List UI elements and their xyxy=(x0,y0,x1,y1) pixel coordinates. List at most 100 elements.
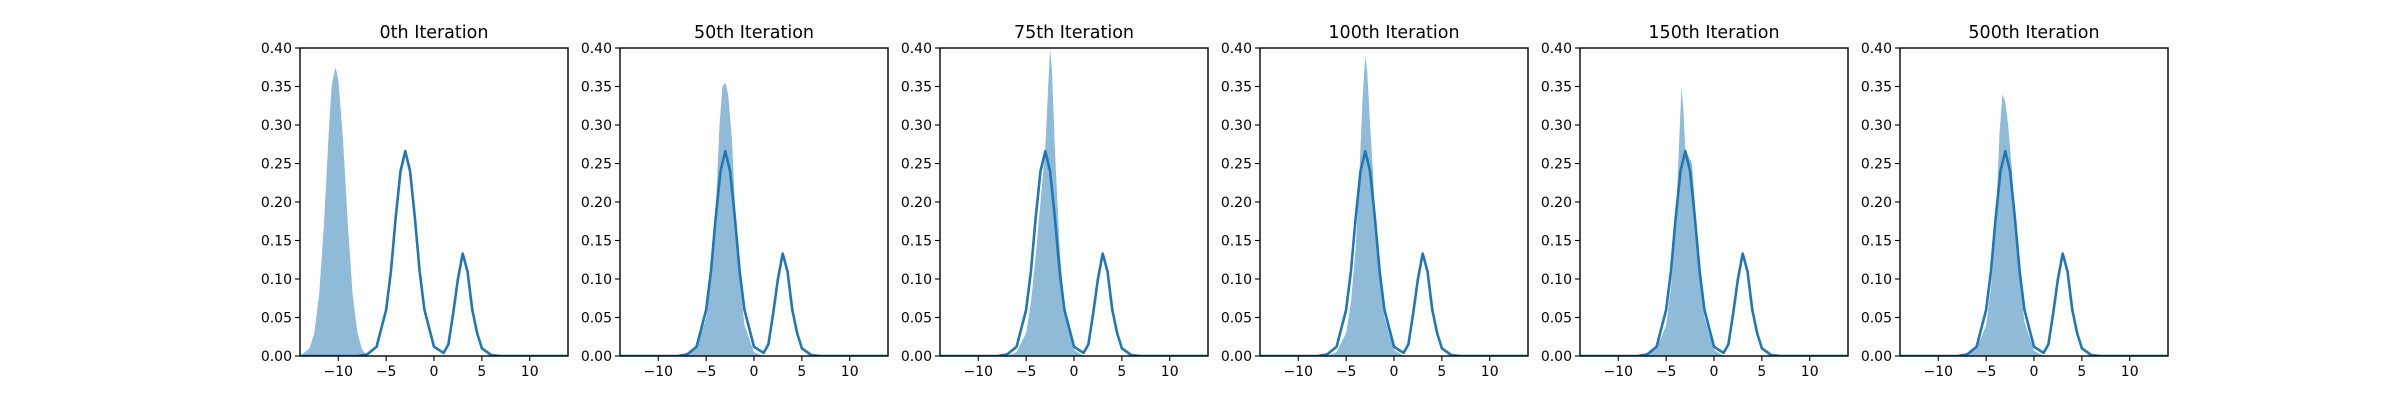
panel-title: 50th Iteration xyxy=(694,23,814,43)
plot-area xyxy=(940,48,1208,356)
panel-title: 100th Iteration xyxy=(1328,23,1459,43)
panel-2: −10 −5 0 5 10 0.00 0.05 0.10 0.15 0.20 0.25 0.30 0.3… xyxy=(581,23,889,380)
filled-density-area xyxy=(940,48,1208,356)
y-tick-label: 0.25 xyxy=(1861,157,1892,173)
y-tick-label: 0.40 xyxy=(261,41,292,57)
y-tick-label: 0.05 xyxy=(581,311,612,327)
y-tick-label: 0.35 xyxy=(1861,80,1892,96)
panel-title: 0th Iteration xyxy=(380,23,489,43)
x-tick-label: 10 xyxy=(2121,364,2139,380)
y-tick-label: 0.05 xyxy=(1221,311,1252,327)
y-tick-label: 0.35 xyxy=(901,80,932,96)
y-tick-label: 0.00 xyxy=(581,349,612,365)
y-tick-label: 0.40 xyxy=(901,41,932,57)
plot-area xyxy=(620,82,888,356)
panel-5: −10 −5 0 5 10 0.00 0.05 0.10 0.15 0.20 0.25 0.30 0.3… xyxy=(1541,23,1849,380)
y-tick-label: 0.05 xyxy=(901,311,932,327)
x-tick-label: −10 xyxy=(1284,364,1314,380)
filled-density-area xyxy=(1900,94,2168,356)
filled-density-area xyxy=(300,67,367,356)
y-tick-label: 0.05 xyxy=(1541,311,1572,327)
y-tick-label: 0.05 xyxy=(1861,311,1892,327)
y-tick-label: 0.25 xyxy=(261,157,292,173)
y-tick-label: 0.15 xyxy=(1221,234,1252,250)
y-tick-label: 0.05 xyxy=(261,311,292,327)
y-tick-label: 0.00 xyxy=(1541,349,1572,365)
x-tick-label: −5 xyxy=(1016,364,1037,380)
x-tick-label: −10 xyxy=(1924,364,1954,380)
x-tick-label: −10 xyxy=(324,364,354,380)
y-tick-label: 0.10 xyxy=(1541,272,1572,288)
y-tick-label: 0.40 xyxy=(1541,41,1572,57)
x-tick-label: −10 xyxy=(964,364,994,380)
y-tick-label: 0.00 xyxy=(261,349,292,365)
y-tick-label: 0.40 xyxy=(1221,41,1252,57)
target-density-line xyxy=(940,149,1208,356)
axes-frame xyxy=(619,47,889,357)
plot-area xyxy=(1580,86,1848,356)
filled-density-area xyxy=(620,82,888,356)
x-tick-label: 0 xyxy=(1390,364,1399,380)
panel-4: −10 −5 0 5 10 0.00 0.05 0.10 0.15 0.20 0.25 0.30 0.3… xyxy=(1221,23,1529,380)
plot-area xyxy=(1900,94,2168,356)
x-tick-label: 5 xyxy=(1117,364,1126,380)
y-tick-label: 0.40 xyxy=(581,41,612,57)
y-tick-label: 0.00 xyxy=(1861,349,1892,365)
axes-frame xyxy=(1579,47,1849,357)
y-tick-label: 0.15 xyxy=(1861,234,1892,250)
y-tick-label: 0.35 xyxy=(1221,80,1252,96)
y-tick-label: 0.20 xyxy=(901,195,932,211)
x-tick-label: −5 xyxy=(1336,364,1357,380)
axes-frame xyxy=(939,47,1209,357)
axes-frame xyxy=(1899,47,2169,357)
y-tick-label: 0.40 xyxy=(1861,41,1892,57)
target-density-line xyxy=(300,149,568,356)
y-tick-label: 0.30 xyxy=(1861,118,1892,134)
y-tick-label: 0.30 xyxy=(901,118,932,134)
filled-density-area xyxy=(1260,55,1528,356)
y-tick-label: 0.25 xyxy=(901,157,932,173)
y-tick-label: 0.35 xyxy=(1541,80,1572,96)
filled-density-area xyxy=(1580,86,1848,356)
y-tick-label: 0.25 xyxy=(1221,157,1252,173)
x-tick-label: 0 xyxy=(2030,364,2039,380)
y-tick-label: 0.00 xyxy=(1221,349,1252,365)
x-tick-label: −10 xyxy=(644,364,674,380)
x-tick-label: 5 xyxy=(1437,364,1446,380)
x-tick-label: 5 xyxy=(797,364,806,380)
y-tick-label: 0.15 xyxy=(261,234,292,250)
target-density-line xyxy=(1580,149,1848,356)
y-tick-label: 0.20 xyxy=(1541,195,1572,211)
x-tick-label: 10 xyxy=(1481,364,1499,380)
y-tick-label: 0.30 xyxy=(1541,118,1572,134)
y-tick-label: 0.15 xyxy=(1541,234,1572,250)
y-tick-label: 0.15 xyxy=(581,234,612,250)
panel-title: 500th Iteration xyxy=(1968,23,2099,43)
x-tick-label: −5 xyxy=(1976,364,1997,380)
x-tick-label: 10 xyxy=(1801,364,1819,380)
plot-area xyxy=(1260,55,1528,356)
target-density-line xyxy=(1900,149,2168,356)
x-tick-label: −10 xyxy=(1604,364,1634,380)
plot-area xyxy=(300,67,568,356)
panel-6: −10 −5 0 5 10 0.00 0.05 0.10 0.15 0.20 0.25 0.30 0.3… xyxy=(1861,23,2169,380)
target-density-line xyxy=(620,149,888,356)
y-tick-label: 0.00 xyxy=(901,349,932,365)
y-tick-label: 0.25 xyxy=(1541,157,1572,173)
y-tick-label: 0.10 xyxy=(901,272,932,288)
y-tick-label: 0.10 xyxy=(581,272,612,288)
x-tick-label: 10 xyxy=(841,364,859,380)
x-tick-label: 0 xyxy=(430,364,439,380)
panel-title: 75th Iteration xyxy=(1014,23,1134,43)
x-tick-label: 10 xyxy=(521,364,539,380)
x-tick-label: 5 xyxy=(2077,364,2086,380)
panel-title: 150th Iteration xyxy=(1648,23,1779,43)
x-tick-label: −5 xyxy=(696,364,717,380)
y-tick-label: 0.30 xyxy=(261,118,292,134)
panel-3: −10 −5 0 5 10 0.00 0.05 0.10 0.15 0.20 0.25 0.30 0.3… xyxy=(901,23,1209,380)
panel-1: −10 −5 0 5 10 0.00 0.05 0.10 0.15 0.20 0.25 0.30 0.3… xyxy=(261,23,569,380)
y-tick-label: 0.20 xyxy=(1861,195,1892,211)
y-tick-label: 0.10 xyxy=(261,272,292,288)
y-tick-label: 0.35 xyxy=(261,80,292,96)
